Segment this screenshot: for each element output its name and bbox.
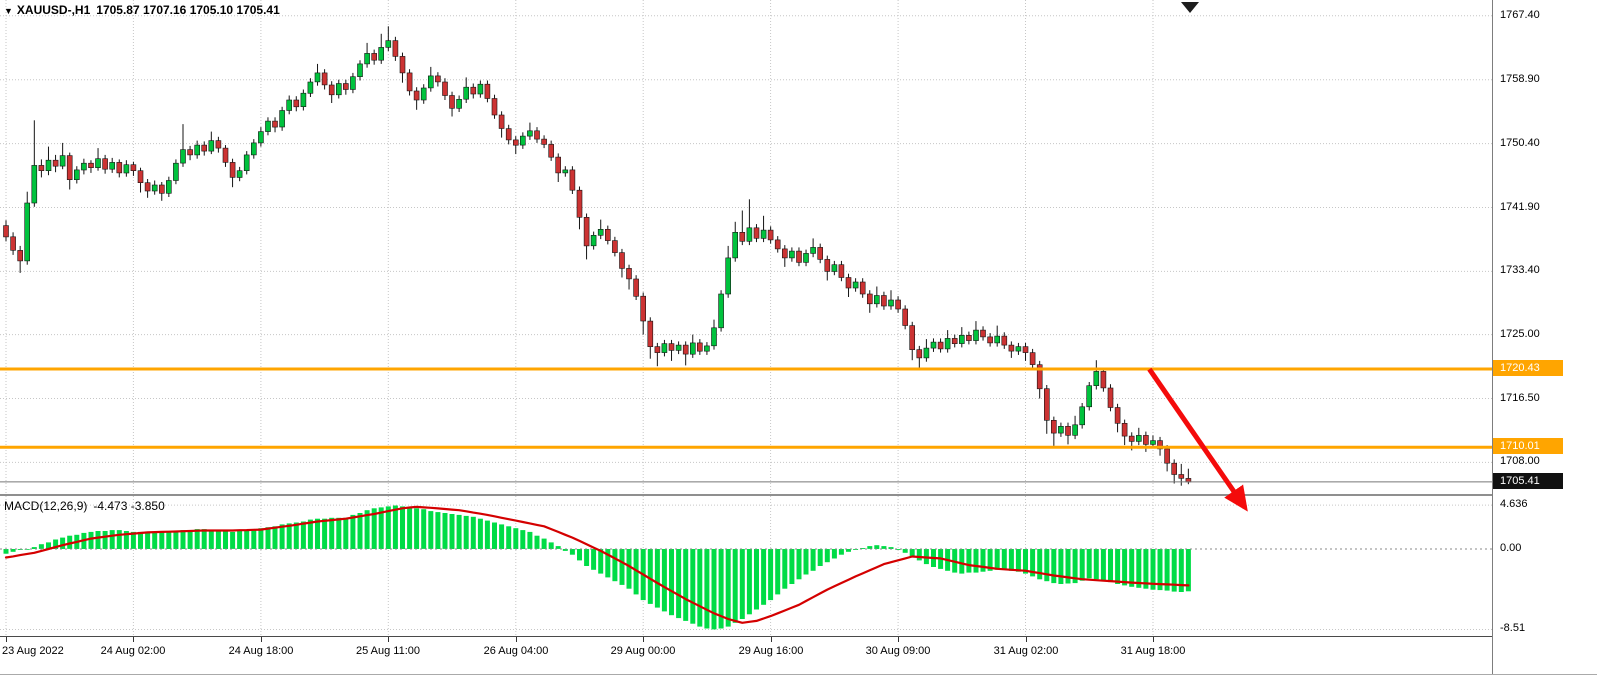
candlestick-plot[interactable] (0, 0, 1492, 494)
chart-title: ▼ XAUUSD-,H1 1705.87 1707.16 1705.10 1705.… (4, 3, 280, 17)
time-axis-tick (261, 637, 262, 642)
macd-plot[interactable] (0, 496, 1492, 636)
symbol-timeframe-label: XAUUSD-,H1 (16, 3, 91, 17)
time-axis-tick (1026, 637, 1027, 642)
macd-tick-label: 4.636 (1500, 498, 1528, 510)
time-axis-tick (133, 637, 134, 642)
time-axis-label: 29 Aug 00:00 (610, 645, 676, 657)
time-axis-label: 29 Aug 16:00 (738, 645, 804, 657)
price-tick-label: 1716.50 (1500, 392, 1540, 404)
time-axis-label: 31 Aug 02:00 (993, 645, 1059, 657)
chart-shift-marker-icon[interactable] (1181, 2, 1199, 13)
ohlc-values: 1705.87 1707.16 1705.10 1705.41 (96, 3, 280, 17)
time-axis-label: 30 Aug 09:00 (865, 645, 931, 657)
price-tick-label: 1767.40 (1500, 9, 1540, 21)
time-axis-tick (771, 637, 772, 642)
chart-plot-column: ▼ XAUUSD-,H1 1705.87 1707.16 1705.10 1705.… (0, 0, 1492, 674)
time-axis-tick (516, 637, 517, 642)
current-price-badge: 1705.41 (1493, 473, 1563, 489)
price-tick-label: 1758.90 (1500, 73, 1540, 85)
macd-pane[interactable]: MACD(12,26,9) -4.473 -3.850 (0, 494, 1492, 636)
macd-tick-label: 0.00 (1500, 542, 1522, 554)
time-axis-tick (643, 637, 644, 642)
price-axis[interactable]: 1767.40 1758.90 1750.40 1741.90 1733.40 1725.… (1492, 0, 1597, 674)
macd-tick-label: -8.51 (1500, 622, 1526, 634)
time-axis-label: 24 Aug 02:00 (100, 645, 166, 657)
time-axis-label: 23 Aug 2022 (2, 645, 64, 657)
price-tick-label: 1708.00 (1500, 455, 1540, 467)
macd-indicator-label: MACD(12,26,9) -4.473 -3.850 (4, 499, 165, 513)
symbol-dropdown-marker-icon[interactable]: ▼ (4, 5, 13, 16)
hline-price-badge: 1710.01 (1493, 438, 1563, 454)
time-axis-label: 25 Aug 11:00 (355, 645, 421, 657)
time-axis-tick (388, 637, 389, 642)
time-axis-label: 31 Aug 18:00 (1120, 645, 1186, 657)
time-axis-tick (6, 637, 7, 642)
time-axis-tick (898, 637, 899, 642)
price-tick-label: 1741.90 (1500, 201, 1540, 213)
time-axis[interactable]: 23 Aug 2022 24 Aug 02:00 24 Aug 18:00 25 Au… (0, 636, 1492, 674)
hline-price-badge: 1720.43 (1493, 360, 1563, 376)
price-tick-label: 1733.40 (1500, 264, 1540, 276)
price-pane[interactable]: ▼ XAUUSD-,H1 1705.87 1707.16 1705.10 1705.… (0, 0, 1492, 494)
macd-values: -4.473 -3.850 (93, 499, 165, 513)
time-axis-tick (1153, 637, 1154, 642)
time-axis-label: 24 Aug 18:00 (228, 645, 294, 657)
price-tick-label: 1750.40 (1500, 137, 1540, 149)
price-tick-label: 1725.00 (1500, 328, 1540, 340)
macd-label: MACD(12,26,9) (4, 499, 88, 513)
time-axis-label: 26 Aug 04:00 (483, 645, 549, 657)
